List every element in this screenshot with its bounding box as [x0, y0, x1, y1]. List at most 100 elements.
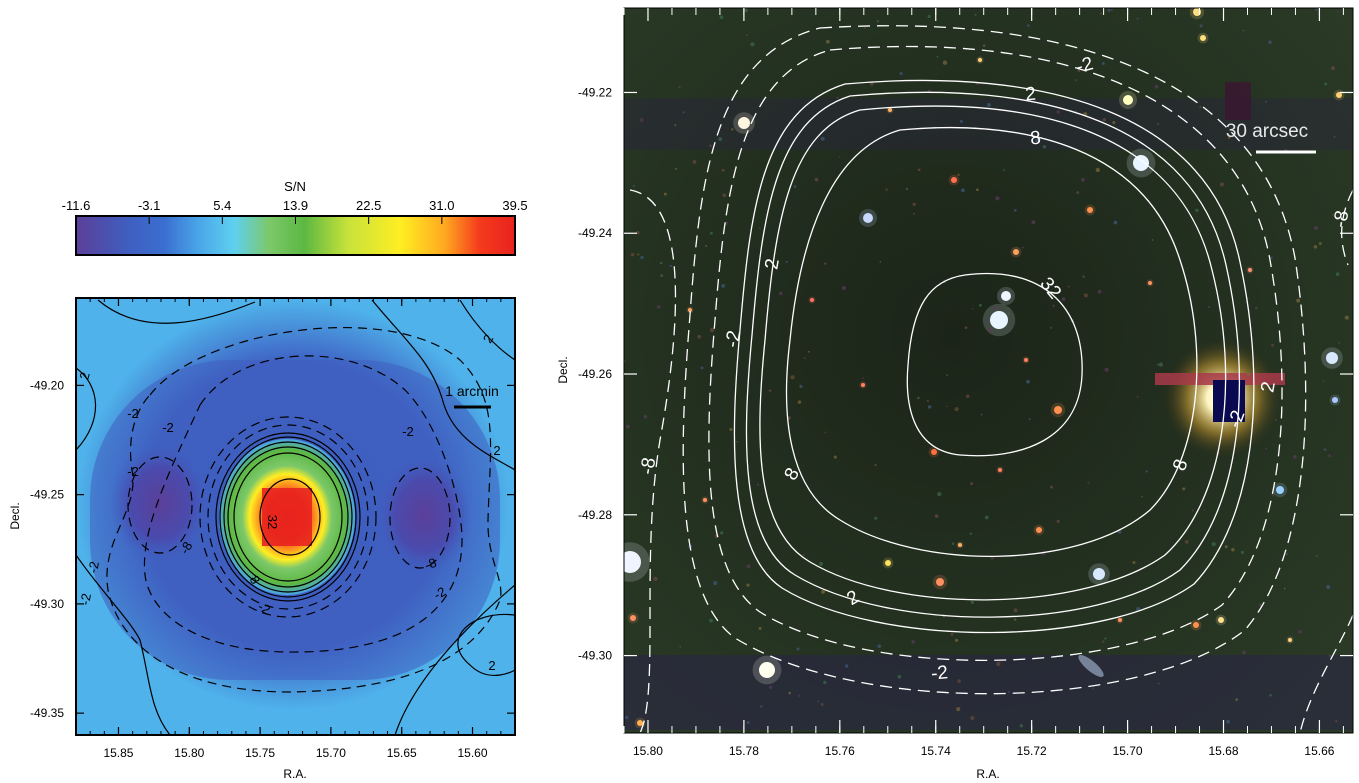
x-tick-label: 15.66 — [1304, 744, 1334, 758]
faint-source — [1014, 209, 1017, 212]
faint-source — [803, 554, 805, 556]
faint-source — [1315, 8, 1318, 11]
y-tick-label: -49.25 — [30, 488, 64, 502]
colorbar-tick-marks — [148, 216, 443, 224]
star — [998, 468, 1002, 472]
star — [951, 177, 957, 183]
faint-source — [1182, 487, 1186, 491]
faint-source — [639, 118, 644, 122]
faint-source — [845, 664, 849, 668]
optical-negative-contours — [629, 25, 1353, 733]
faint-source — [1136, 17, 1139, 20]
star — [1326, 352, 1338, 364]
faint-source — [1056, 110, 1060, 114]
star — [1087, 207, 1093, 213]
faint-source — [1219, 182, 1224, 187]
faint-source — [1104, 637, 1107, 640]
faint-source — [926, 399, 930, 402]
faint-source — [760, 705, 763, 708]
faint-source — [1338, 342, 1341, 344]
faint-source — [721, 168, 725, 172]
x-tick-label: 15.78 — [729, 744, 759, 758]
faint-source — [1042, 144, 1047, 149]
faint-source — [1328, 654, 1331, 657]
faint-source — [1322, 380, 1325, 382]
optical-positive-contours — [733, 79, 1255, 634]
contour-label: -8 — [422, 555, 438, 573]
faint-source — [719, 15, 724, 20]
faint-source — [1231, 547, 1235, 552]
faint-source — [746, 564, 751, 569]
faint-source — [897, 674, 902, 679]
faint-source — [788, 691, 792, 695]
faint-source — [814, 177, 819, 182]
star — [978, 58, 982, 62]
star — [1218, 617, 1224, 623]
faint-source — [946, 374, 949, 377]
faint-source — [937, 492, 942, 497]
x-tick-label: 15.72 — [1017, 744, 1047, 758]
faint-source — [1157, 123, 1160, 126]
contour-label: -2 — [127, 464, 139, 479]
contour-label: 2 — [1257, 380, 1280, 394]
faint-source — [1136, 395, 1139, 398]
faint-source — [796, 647, 800, 651]
faint-source — [965, 394, 970, 399]
faint-source — [731, 128, 734, 131]
colorbar-tick-label: -11.6 — [62, 198, 91, 213]
faint-source — [787, 416, 791, 420]
faint-source — [970, 600, 974, 604]
faint-source — [768, 389, 772, 392]
faint-source — [1056, 519, 1060, 523]
stars — [624, 8, 1349, 733]
faint-source — [1087, 481, 1090, 484]
faint-source — [1082, 275, 1085, 278]
faint-source — [927, 405, 932, 409]
faint-source — [986, 102, 991, 107]
faint-source — [970, 715, 975, 721]
star — [703, 498, 707, 502]
y-tick-label: -49.22 — [578, 85, 612, 99]
faint-source — [1326, 584, 1331, 590]
faint-source — [750, 42, 755, 47]
faint-source — [663, 192, 667, 196]
star — [1013, 249, 1019, 255]
faint-source — [1132, 561, 1136, 564]
faint-source — [1270, 256, 1273, 259]
star — [1036, 527, 1042, 533]
faint-source — [779, 291, 783, 296]
faint-source — [682, 111, 685, 114]
faint-source — [1028, 418, 1031, 421]
star — [1148, 281, 1152, 285]
x-tick-label: 15.70 — [1113, 744, 1143, 758]
star — [888, 108, 892, 112]
faint-source — [1100, 12, 1102, 15]
faint-source — [862, 377, 864, 379]
faint-source — [758, 626, 762, 630]
faint-source — [936, 674, 939, 677]
contour-label: -8 — [1330, 209, 1354, 229]
star — [861, 383, 865, 387]
faint-source — [824, 262, 827, 265]
faint-source — [1255, 306, 1258, 310]
x-tick-label: 15.80 — [174, 746, 204, 760]
faint-source — [709, 327, 715, 333]
faint-source — [913, 212, 915, 215]
star — [1093, 568, 1105, 580]
faint-source — [746, 34, 748, 37]
faint-source — [879, 260, 882, 263]
star — [688, 308, 692, 312]
faint-source — [1107, 8, 1111, 12]
faint-source — [1050, 326, 1052, 329]
contour-label: -2 — [930, 662, 949, 684]
faint-source — [1013, 608, 1018, 613]
sn-heatmap: 2-2-22-2-2-8-8-22-28-232-22 — [76, 298, 515, 735]
faint-source — [917, 396, 920, 400]
faint-source — [1095, 167, 1100, 173]
faint-source — [1026, 379, 1030, 384]
faint-source — [756, 483, 760, 486]
faint-source — [927, 14, 931, 18]
faint-source — [838, 156, 841, 158]
faint-source — [820, 136, 825, 141]
